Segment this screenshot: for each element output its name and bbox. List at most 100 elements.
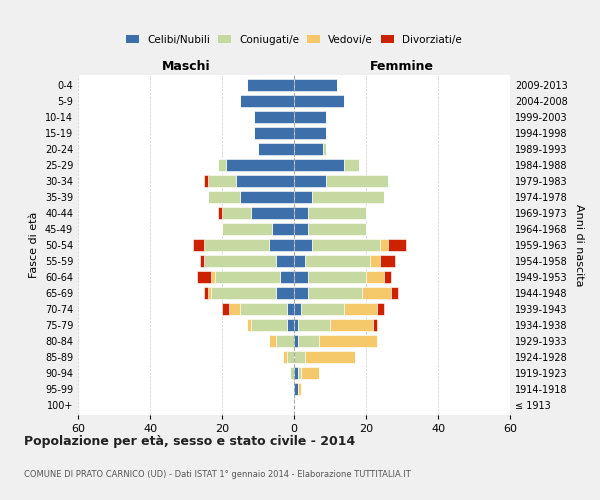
Bar xyxy=(384,271,391,283)
Bar xyxy=(229,303,240,315)
Bar xyxy=(294,271,308,283)
Bar xyxy=(236,175,294,187)
Text: Maschi: Maschi xyxy=(161,60,211,74)
Bar xyxy=(294,384,298,396)
Bar xyxy=(370,255,380,267)
Bar xyxy=(305,255,370,267)
Bar xyxy=(280,271,294,283)
Bar xyxy=(222,223,272,235)
Bar xyxy=(298,384,301,396)
Bar xyxy=(200,255,204,267)
Text: Femmine: Femmine xyxy=(370,60,434,74)
Bar xyxy=(204,239,269,251)
Bar xyxy=(312,191,384,203)
Bar xyxy=(377,303,384,315)
Bar xyxy=(251,319,287,331)
Bar xyxy=(208,175,236,187)
Legend: Celibi/Nubili, Coniugati/e, Vedovi/e, Divorziati/e: Celibi/Nubili, Coniugati/e, Vedovi/e, Di… xyxy=(124,32,464,47)
Bar xyxy=(254,110,294,122)
Bar xyxy=(240,94,294,106)
Bar xyxy=(208,287,211,299)
Bar xyxy=(294,191,312,203)
Bar xyxy=(193,239,204,251)
Bar xyxy=(301,303,344,315)
Bar xyxy=(308,287,362,299)
Bar xyxy=(208,191,240,203)
Bar xyxy=(269,239,294,251)
Text: Popolazione per età, sesso e stato civile - 2014: Popolazione per età, sesso e stato civil… xyxy=(24,435,355,448)
Bar xyxy=(294,351,305,364)
Bar xyxy=(294,287,308,299)
Bar xyxy=(276,287,294,299)
Bar xyxy=(247,319,251,331)
Bar xyxy=(301,368,319,380)
Bar xyxy=(240,303,287,315)
Bar xyxy=(294,335,298,347)
Bar xyxy=(283,351,287,364)
Bar xyxy=(294,110,326,122)
Bar xyxy=(373,319,377,331)
Bar xyxy=(211,287,276,299)
Y-axis label: Fasce di età: Fasce di età xyxy=(29,212,39,278)
Bar xyxy=(294,303,301,315)
Bar xyxy=(298,368,301,380)
Bar xyxy=(305,351,355,364)
Bar xyxy=(290,368,294,380)
Bar xyxy=(276,335,294,347)
Bar xyxy=(294,159,344,171)
Bar xyxy=(240,191,294,203)
Bar xyxy=(294,319,298,331)
Bar xyxy=(254,126,294,138)
Bar xyxy=(222,207,251,219)
Bar xyxy=(226,159,294,171)
Bar xyxy=(312,239,380,251)
Bar xyxy=(344,303,377,315)
Bar xyxy=(204,175,208,187)
Bar xyxy=(388,239,406,251)
Bar xyxy=(326,175,388,187)
Bar xyxy=(380,239,388,251)
Bar xyxy=(247,78,294,90)
Bar xyxy=(366,271,384,283)
Bar xyxy=(294,175,326,187)
Bar xyxy=(298,319,330,331)
Bar xyxy=(287,319,294,331)
Bar xyxy=(391,287,398,299)
Bar xyxy=(319,335,377,347)
Bar xyxy=(308,271,366,283)
Bar xyxy=(218,159,226,171)
Bar xyxy=(269,335,276,347)
Bar xyxy=(294,143,323,155)
Bar xyxy=(294,223,308,235)
Bar xyxy=(215,271,280,283)
Bar xyxy=(330,319,373,331)
Text: COMUNE DI PRATO CARNICO (UD) - Dati ISTAT 1° gennaio 2014 - Elaborazione TUTTITA: COMUNE DI PRATO CARNICO (UD) - Dati ISTA… xyxy=(24,470,411,479)
Bar xyxy=(251,207,294,219)
Bar xyxy=(287,303,294,315)
Bar xyxy=(308,207,366,219)
Bar xyxy=(211,271,215,283)
Bar xyxy=(362,287,391,299)
Bar xyxy=(276,255,294,267)
Bar xyxy=(380,255,395,267)
Bar xyxy=(294,207,308,219)
Y-axis label: Anni di nascita: Anni di nascita xyxy=(574,204,584,286)
Bar xyxy=(294,239,312,251)
Bar xyxy=(344,159,359,171)
Bar xyxy=(218,207,222,219)
Bar xyxy=(294,126,326,138)
Bar xyxy=(197,271,211,283)
Bar xyxy=(294,78,337,90)
Bar xyxy=(204,255,276,267)
Bar xyxy=(222,303,229,315)
Bar xyxy=(272,223,294,235)
Bar xyxy=(294,94,344,106)
Bar xyxy=(294,368,298,380)
Bar xyxy=(298,335,319,347)
Bar xyxy=(323,143,326,155)
Bar xyxy=(258,143,294,155)
Bar xyxy=(287,351,294,364)
Bar xyxy=(204,287,208,299)
Bar xyxy=(294,255,305,267)
Bar xyxy=(308,223,366,235)
